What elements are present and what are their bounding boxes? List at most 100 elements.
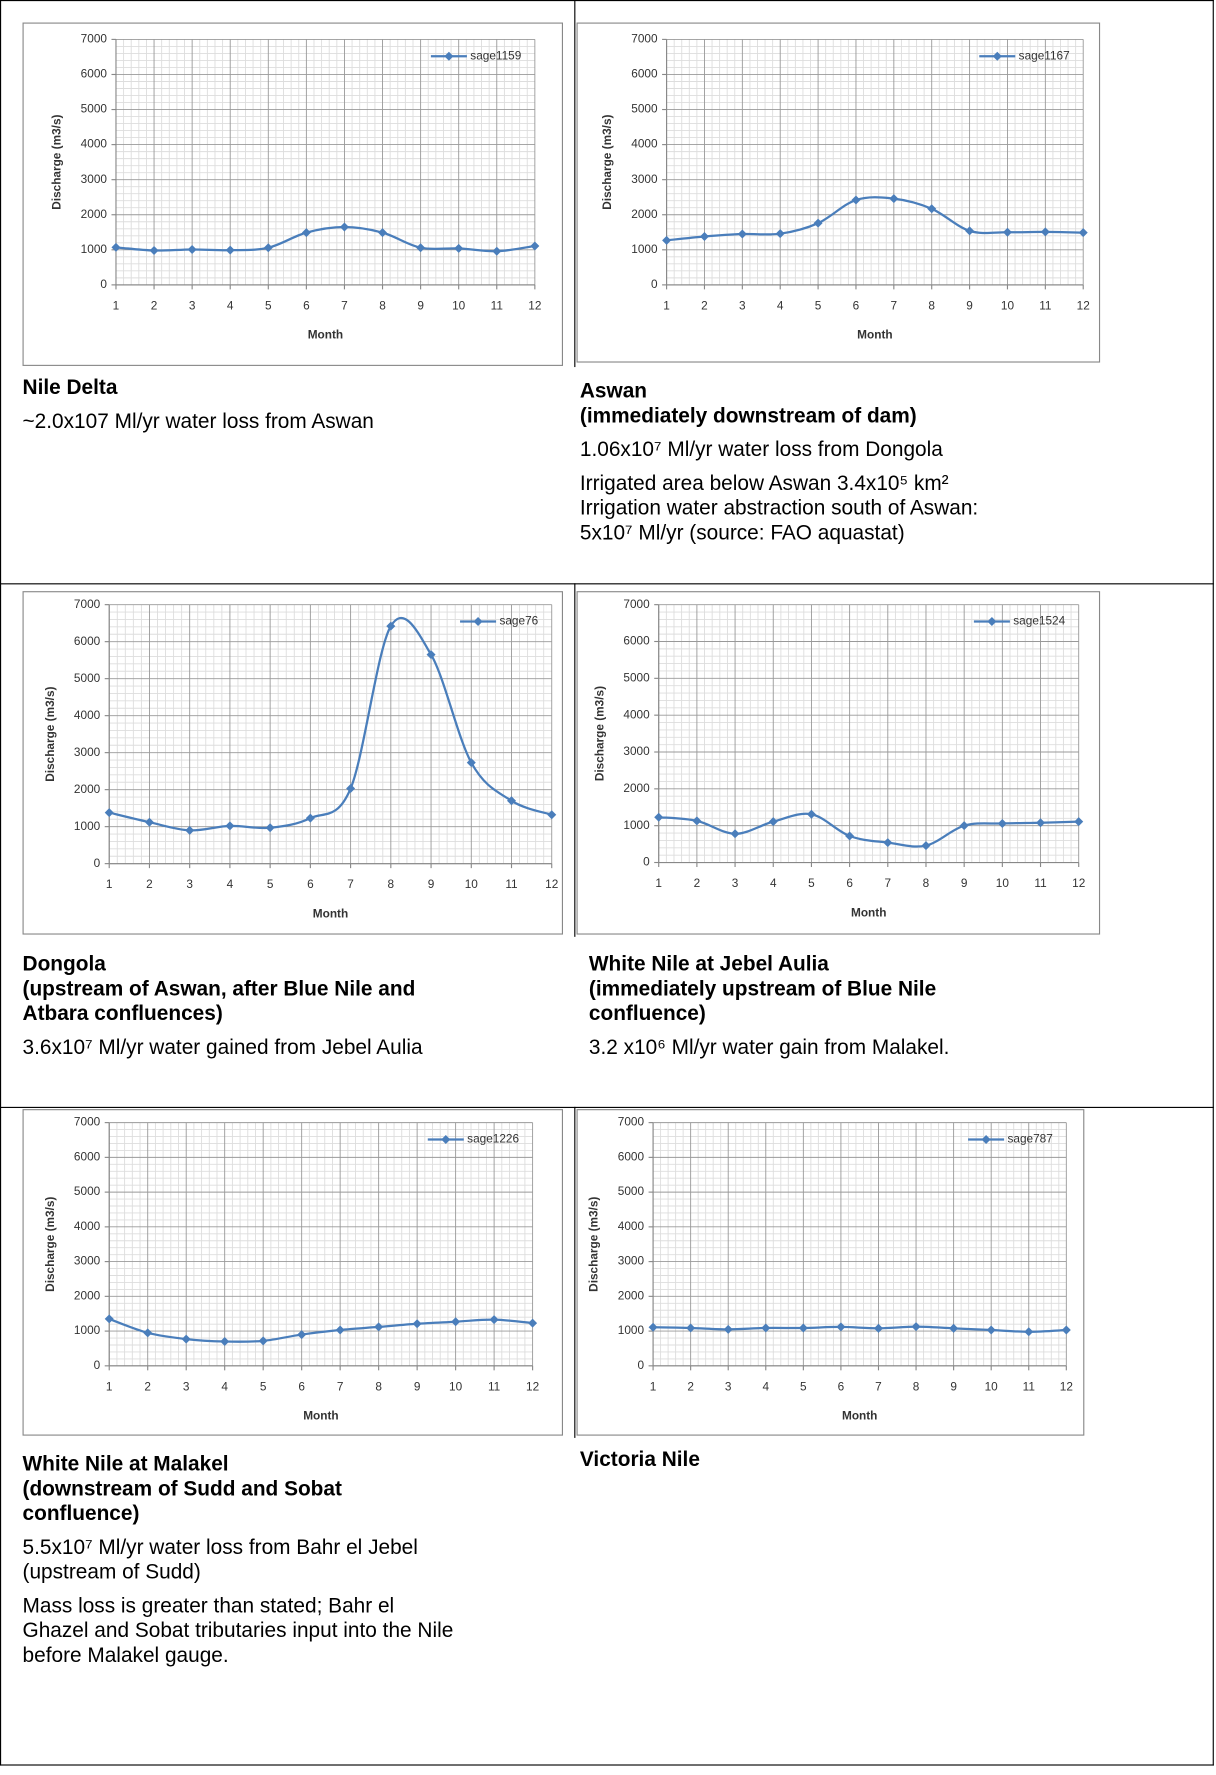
- y-tick-label: 5000: [74, 1184, 101, 1198]
- y-tick-label: 0: [651, 277, 658, 291]
- x-tick-label: 1: [655, 876, 662, 890]
- y-tick-label: 4000: [74, 708, 101, 722]
- x-tick-label: 9: [417, 298, 424, 312]
- y-tick-label: 0: [94, 1358, 101, 1372]
- x-tick-label: 11: [1039, 298, 1051, 312]
- y-tick-label: 3000: [618, 1254, 645, 1268]
- chart-frame: [22, 591, 564, 935]
- x-tick-label: 9: [950, 1379, 957, 1393]
- y-tick-label: 1000: [74, 1323, 101, 1337]
- point-marker: [662, 235, 672, 245]
- x-tick-label: 2: [151, 298, 158, 312]
- point-marker: [1061, 1325, 1071, 1335]
- chart-frame: [22, 22, 564, 366]
- x-tick-label: 5: [808, 876, 815, 890]
- x-tick-label: 3: [739, 298, 746, 312]
- x-tick-label: 3: [189, 298, 196, 312]
- y-tick-label: 3000: [74, 745, 101, 759]
- x-axis-title: Month: [303, 1409, 338, 1423]
- y-tick-label: 6000: [623, 634, 650, 648]
- x-tick-label: 7: [875, 1379, 882, 1393]
- x-tick-label: 8: [913, 1379, 920, 1393]
- point-marker: [806, 809, 816, 819]
- point-marker: [965, 226, 975, 236]
- y-tick-label: 3000: [74, 1254, 101, 1268]
- x-tick-label: 6: [853, 298, 860, 312]
- caption-paragraph: 3.2 x10⁶ Ml/yr water gain from Malakel.: [589, 1035, 1129, 1060]
- point-marker: [1024, 1327, 1034, 1337]
- x-tick-label: 8: [379, 298, 386, 312]
- y-axis-title: Discharge (m3/s): [587, 1197, 601, 1292]
- caption-heading: (immediately upstream of Blue Nile: [588, 976, 937, 1000]
- x-tick-label: 6: [303, 298, 310, 312]
- y-tick-label: 7000: [74, 597, 101, 611]
- caption-paragraph: ~2.0x107 Ml/yr water loss from Aswan: [23, 409, 563, 434]
- point-marker: [845, 831, 855, 841]
- y-tick-label: 4000: [81, 137, 108, 151]
- x-axis-title: Month: [308, 328, 343, 342]
- x-tick-label: 5: [267, 877, 274, 891]
- x-tick-label: 7: [885, 876, 892, 890]
- point-marker: [265, 823, 275, 833]
- caption-paragraph: Mass loss is greater than stated; Bahr e…: [23, 1593, 563, 1667]
- caption-heading: (immediately downstream of dam): [579, 403, 917, 427]
- caption-heading: Victoria Nile: [579, 1446, 700, 1471]
- x-tick-label: 4: [777, 298, 784, 312]
- x-tick-label: 5: [800, 1379, 807, 1393]
- caption-line: 3.6x10⁷ Ml/yr water gained from Jebel Au…: [22, 1034, 423, 1059]
- point-marker: [378, 228, 388, 238]
- x-tick-label: 9: [414, 1379, 421, 1393]
- y-tick-label: 1000: [631, 242, 658, 256]
- x-tick-label: 5: [815, 298, 822, 312]
- x-tick-label: 7: [891, 298, 898, 312]
- point-marker: [949, 1323, 959, 1333]
- caption-heading: Nile Delta: [22, 374, 118, 399]
- point-marker: [699, 231, 709, 241]
- x-tick-label: 2: [144, 1379, 151, 1393]
- caption-line: 5x10⁷ Ml/yr (source: FAO aquastat): [579, 520, 905, 544]
- y-tick-label: 5000: [618, 1184, 645, 1198]
- point-marker: [530, 241, 540, 251]
- x-tick-label: 6: [846, 876, 853, 890]
- caption-heading: Dongola: [22, 951, 106, 976]
- x-tick-label: 4: [770, 876, 777, 890]
- caption: Victoria Nile: [580, 1447, 1120, 1472]
- y-tick-label: 5000: [631, 102, 658, 116]
- x-tick-label: 8: [388, 877, 395, 891]
- chart-frame: [22, 1109, 564, 1436]
- y-tick-label: 4000: [631, 137, 658, 151]
- x-tick-label: 9: [428, 877, 435, 891]
- caption-line: 5.5x10⁷ Ml/yr water loss from Bahr el Je…: [22, 1534, 418, 1559]
- y-tick-label: 0: [100, 277, 107, 291]
- x-axis-title: Month: [842, 1409, 877, 1423]
- legend-swatch: [473, 617, 483, 627]
- y-tick-label: 1000: [623, 818, 650, 832]
- point-marker: [1002, 227, 1012, 237]
- x-tick-label: 1: [106, 877, 113, 891]
- y-tick-label: 5000: [74, 671, 101, 685]
- y-tick-label: 1000: [618, 1323, 645, 1337]
- x-tick-label: 2: [701, 298, 708, 312]
- point-marker: [768, 817, 778, 827]
- point-marker: [489, 1315, 499, 1325]
- x-tick-label: 4: [221, 1379, 228, 1393]
- x-tick-label: 6: [307, 877, 314, 891]
- caption-line: Mass loss is greater than stated; Bahr e…: [22, 1593, 395, 1617]
- x-tick-label: 12: [528, 298, 541, 312]
- y-tick-label: 7000: [81, 32, 108, 46]
- caption-line: Irrigation water abstraction south of As…: [579, 495, 979, 520]
- point-marker: [873, 1323, 883, 1333]
- point-marker: [927, 204, 937, 214]
- y-tick-label: 6000: [74, 634, 101, 648]
- x-tick-label: 7: [337, 1379, 344, 1393]
- y-axis-title: Discharge (m3/s): [43, 1197, 57, 1292]
- y-tick-label: 2000: [74, 1288, 101, 1302]
- x-tick-label: 8: [375, 1379, 382, 1393]
- border: [0, 0, 2, 1766]
- point-marker: [149, 246, 159, 256]
- x-axis-title: Month: [851, 905, 886, 919]
- y-tick-label: 6000: [618, 1149, 645, 1163]
